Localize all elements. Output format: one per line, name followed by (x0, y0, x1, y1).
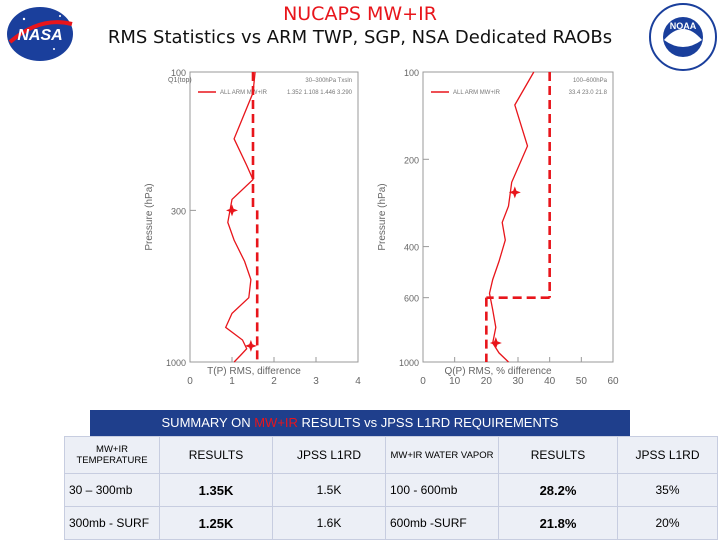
summary-title-post: RESULTS vs JPSS L1RD REQUIREMENTS (297, 415, 559, 430)
x-axis-label: Q(P) RMS, % difference (444, 366, 552, 377)
y-tick-label: 100 (171, 68, 186, 78)
page-title: NUCAPS MW+IR (283, 3, 437, 25)
q-range-cell: 100 - 600mb (385, 473, 499, 507)
x-tick-label: 10 (449, 376, 461, 387)
x-tick-label: 40 (544, 376, 556, 387)
x-axis-label: T(P) RMS, difference (207, 366, 301, 377)
summary-header-row: MW+IR TEMPERATURE RESULTS JPSS L1RD MW+I… (64, 436, 718, 474)
header-water-vapor: MW+IR WATER VAPOR (385, 436, 499, 474)
legend-values: 1.352 1.108 1.446 3.290 (287, 90, 353, 96)
t-req-cell: 1.5K (272, 473, 386, 507)
t-result-cell: 1.35K (159, 473, 273, 507)
t-range-cell: 30 – 300mb (64, 473, 160, 507)
panel-header-text: 30–300hPa Txsln (305, 78, 352, 84)
summary-title-pre: SUMMARY ON (161, 415, 255, 430)
chart-panel: 100 300 1000 0 1 2 3 4 Pressure (hPa) T(P) RMS, d… (128, 50, 633, 408)
header-results-vapor: RESULTS (498, 436, 618, 474)
t-result-cell: 1.25K (159, 506, 273, 540)
summary-table: MW+IR TEMPERATURE RESULTS JPSS L1RD MW+I… (64, 436, 718, 540)
x-tick-label: 20 (481, 376, 493, 387)
x-tick-label: 60 (607, 376, 619, 387)
summary-title: SUMMARY ON MW+IR RESULTS vs JPSS L1RD RE… (90, 410, 630, 436)
y-tick-label: 1000 (399, 358, 419, 368)
noaa-logo: NOAA (648, 2, 718, 72)
header-jpss-temp: JPSS L1RD (272, 436, 386, 474)
nasa-logo: NASA (4, 4, 76, 64)
y-tick-label: 600 (404, 294, 419, 304)
header-results-temp: RESULTS (159, 436, 273, 474)
legend-label: ALL ARM MW+IR (453, 90, 501, 96)
x-tick-label: 0 (187, 376, 193, 387)
result-marker (244, 339, 257, 352)
x-tick-label: 30 (512, 376, 524, 387)
plot-frame (189, 71, 359, 363)
y-tick-label: 300 (171, 206, 186, 216)
t-req-cell: 1.6K (272, 506, 386, 540)
panel-header-text: 100–600hPa (573, 78, 608, 84)
t-range-cell: 300mb - SURF (64, 506, 160, 540)
x-tick-label: 1 (229, 376, 235, 387)
legend-values: 33.4 23.0 21.8 (569, 90, 608, 96)
result-marker (489, 337, 502, 350)
x-tick-label: 50 (576, 376, 588, 387)
q-range-cell: 600mb -SURF (385, 506, 499, 540)
header-temperature: MW+IR TEMPERATURE (64, 436, 160, 474)
noaa-logo-text: NOAA (670, 21, 697, 31)
header-jpss-vapor: JPSS L1RD (617, 436, 718, 474)
y-tick-label: 200 (404, 155, 419, 165)
page-subtitle: RMS Statistics vs ARM TWP, SGP, NSA Dedi… (107, 27, 613, 48)
x-tick-label: 3 (313, 376, 319, 387)
table-row: 30 – 300mb 1.35K 1.5K 100 - 600mb 28.2% … (64, 473, 718, 507)
y-tick-label: 400 (404, 243, 419, 253)
y-tick-label: 100 (404, 68, 419, 78)
y-axis-label: Pressure (hPa) (377, 183, 388, 250)
table-row: 300mb - SURF 1.25K 1.6K 600mb -SURF 21.8… (64, 506, 718, 540)
summary-title-highlight: MW+IR (254, 415, 298, 430)
y-tick-label: 1000 (166, 358, 186, 368)
q-result-cell: 28.2% (498, 473, 618, 507)
x-tick-label: 0 (420, 376, 426, 387)
nasa-logo-text: NASA (17, 27, 62, 44)
top-label: Q1(top) (168, 77, 192, 84)
q-req-cell: 20% (617, 506, 718, 540)
y-axis-label: Pressure (hPa) (144, 183, 155, 250)
series-line (488, 71, 535, 363)
result-marker (226, 204, 238, 217)
q-result-cell: 21.8% (498, 506, 618, 540)
q-req-cell: 35% (617, 473, 718, 507)
series-line (224, 71, 256, 363)
x-tick-label: 4 (355, 376, 361, 387)
legend-label: ALL ARM MW+IR (220, 90, 268, 96)
result-marker (508, 186, 521, 199)
x-tick-label: 2 (271, 376, 277, 387)
